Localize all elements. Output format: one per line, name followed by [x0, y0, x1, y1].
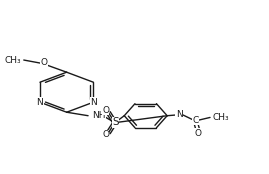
- Text: NH: NH: [92, 111, 106, 120]
- Text: CH₃: CH₃: [213, 113, 229, 122]
- Text: O: O: [40, 58, 47, 67]
- Text: N: N: [90, 98, 97, 107]
- Text: CH₃: CH₃: [5, 56, 21, 65]
- Text: O: O: [102, 106, 109, 115]
- Text: N: N: [37, 98, 43, 107]
- Text: S: S: [112, 117, 119, 128]
- Text: O: O: [102, 130, 109, 139]
- Text: C: C: [192, 116, 199, 125]
- Text: O: O: [194, 129, 201, 138]
- Text: N: N: [176, 110, 183, 119]
